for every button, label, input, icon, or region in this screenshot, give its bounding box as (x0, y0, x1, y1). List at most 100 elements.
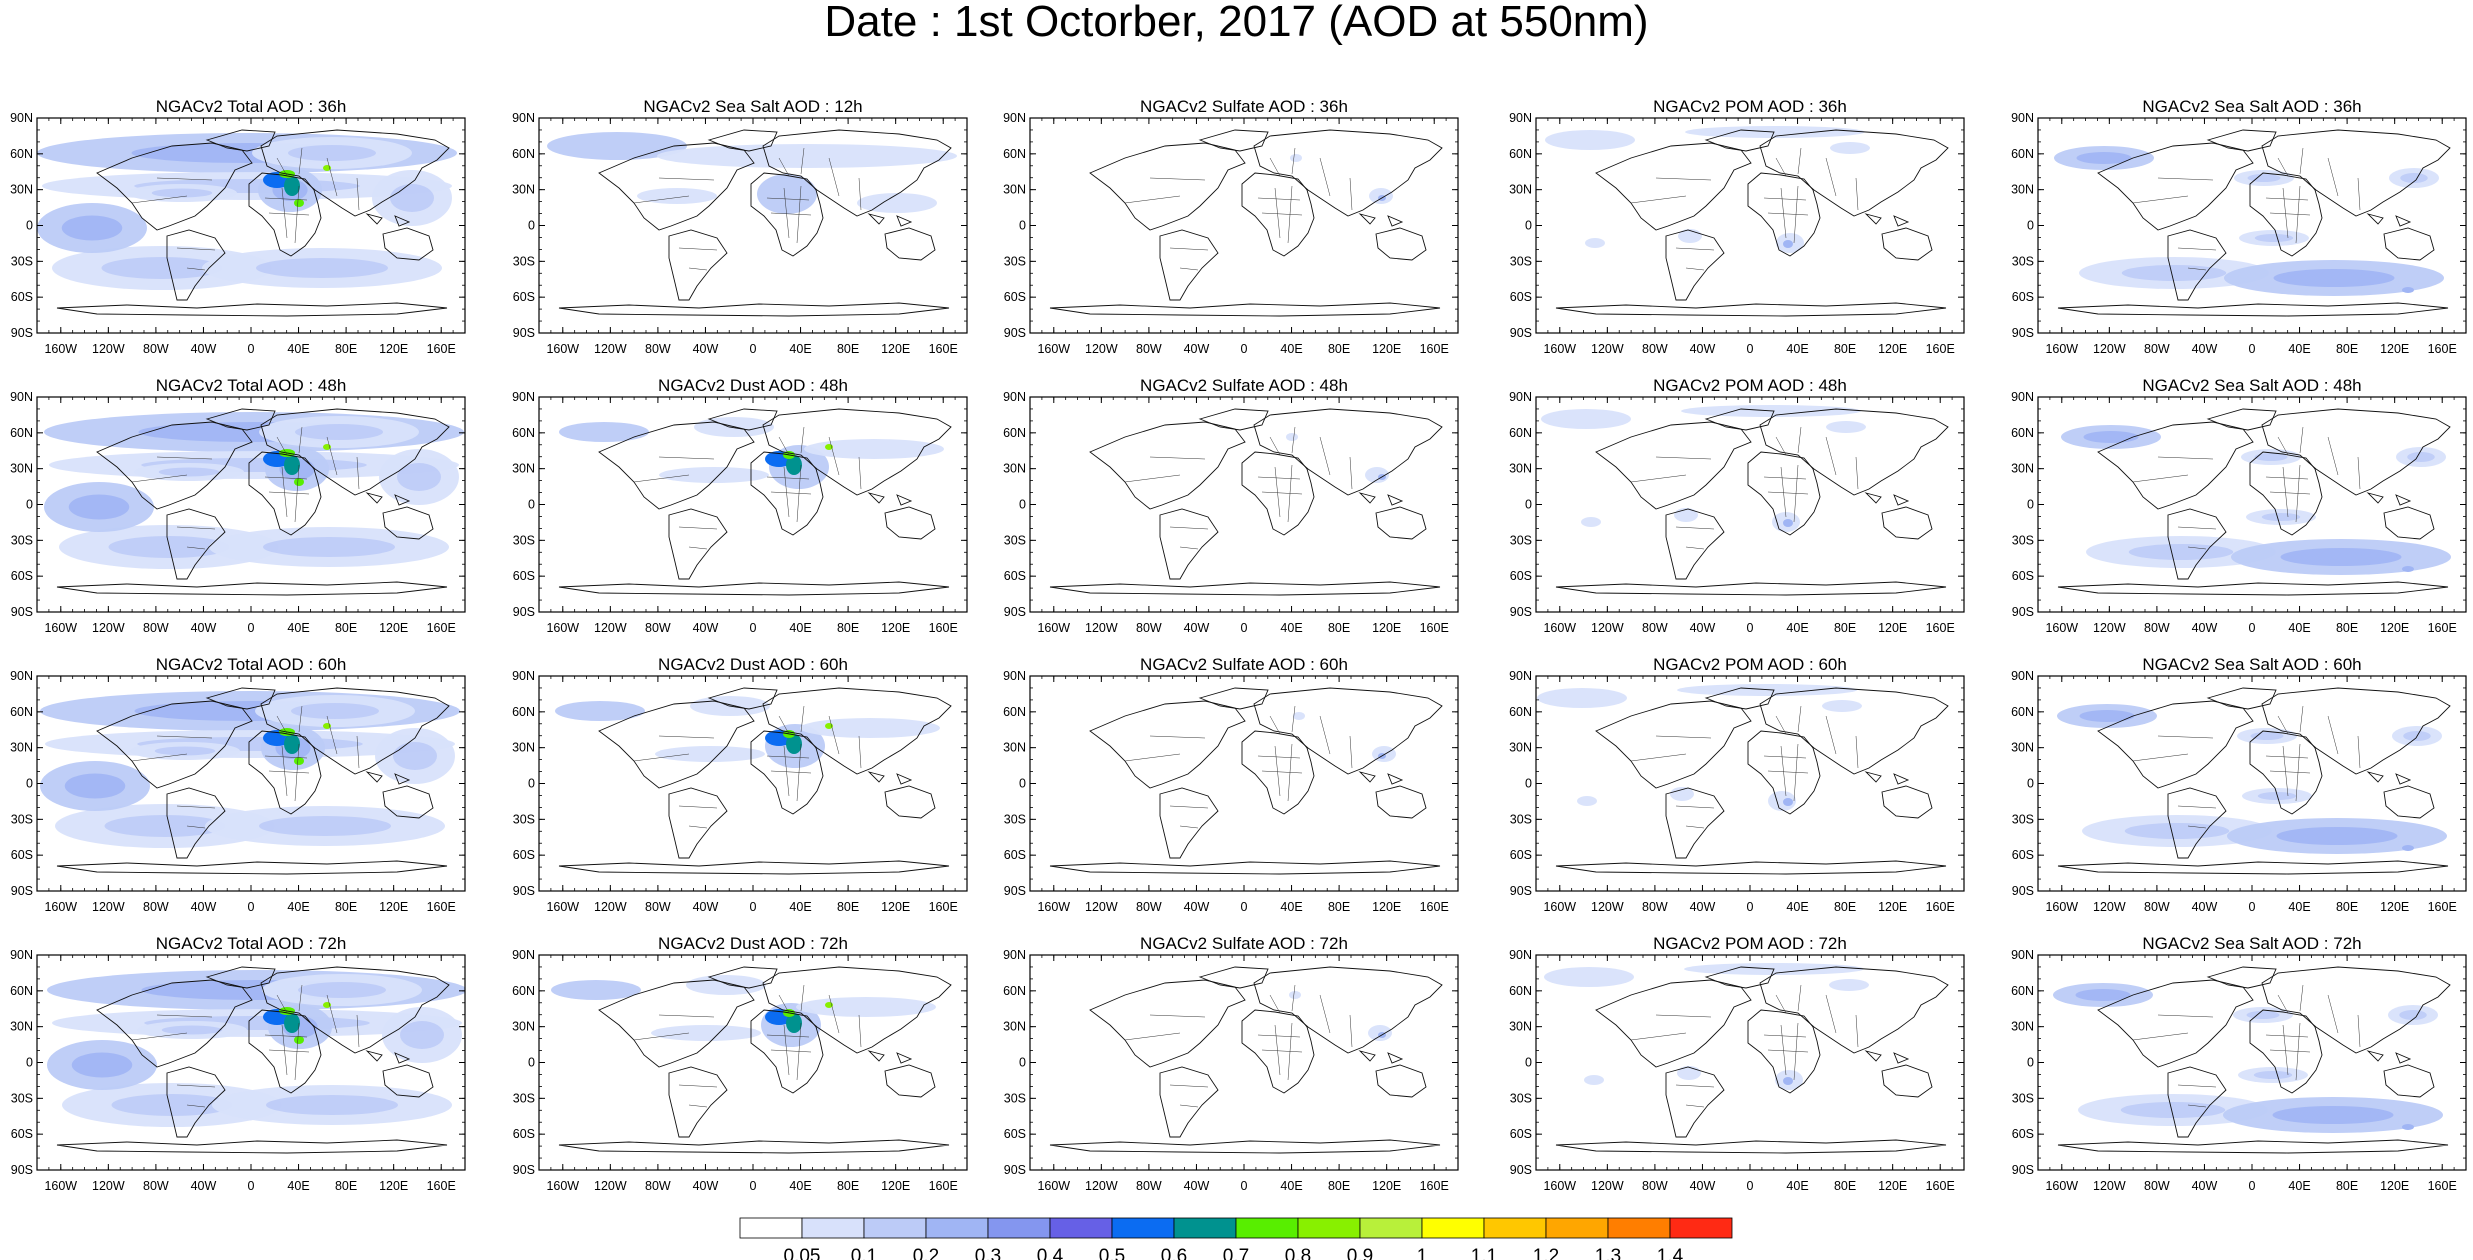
lon-label: 160W (1543, 900, 1576, 914)
coastlines (1049, 966, 1443, 1154)
lat-label: 90S (1004, 1163, 1026, 1177)
lat-label: 90S (1510, 326, 1532, 340)
lat-label: 0 (2027, 777, 2034, 791)
lon-label: 120W (1085, 621, 1118, 635)
lat-label: 60S (2012, 1127, 2034, 1141)
lon-label: 160W (1543, 621, 1576, 635)
lon-label: 80W (645, 342, 671, 356)
lon-label: 160W (546, 621, 579, 635)
colorbar-label: 0.3 (975, 1246, 1001, 1260)
lon-label: 40E (1280, 621, 1302, 635)
lon-label: 80W (1136, 342, 1162, 356)
lon-label: 120E (1372, 900, 1401, 914)
panel-title: NGACv2 Sea Salt AOD : 48h (2142, 376, 2361, 395)
lon-label: 160E (929, 342, 958, 356)
coastlines (2057, 687, 2451, 875)
colorbar-label: 1.4 (1657, 1246, 1684, 1260)
lon-label: 160W (2045, 1179, 2078, 1193)
lon-label: 120W (92, 1179, 125, 1193)
lon-label: 40W (1690, 900, 1716, 914)
coastlines (558, 966, 952, 1154)
map-panel: NGACv2 Total AOD : 36h 90N 60N 30N 0 30S 60S 90… (10, 97, 466, 356)
lat-label: 90N (1003, 111, 1026, 125)
coastlines (2057, 966, 2451, 1154)
panel-title: NGACv2 Sulfate AOD : 72h (1140, 934, 1348, 953)
lat-label: 30N (1003, 741, 1026, 755)
colorbar: 0.05 0.1 0.2 0.3 0.4 0.5 0.6 0.7 0.8 0.9 1 1.1 1.2 1.… (739, 1217, 1733, 1260)
colorbar-swatch (1545, 1217, 1609, 1239)
lat-label: 30N (10, 741, 33, 755)
lat-label: 30S (2012, 812, 2034, 826)
lat-label: 30N (512, 1020, 535, 1034)
lat-label: 0 (26, 498, 33, 512)
lat-label: 60N (1509, 705, 1532, 719)
map-panel: NGACv2 Sea Salt AOD : 48h 90N 60N 30N 0 30S 60… (2011, 376, 2467, 635)
lon-label: 80E (837, 621, 859, 635)
lon-label: 0 (248, 342, 255, 356)
coastlines (1555, 687, 1949, 875)
lon-label: 40E (287, 342, 309, 356)
aod-field (1536, 118, 1964, 333)
lon-label: 80E (1834, 1179, 1856, 1193)
lat-label: 60N (1509, 147, 1532, 161)
lat-label: 30S (513, 812, 535, 826)
colorbar-swatch (925, 1217, 989, 1239)
map-panel: NGACv2 Sulfate AOD : 72h 90N 60N 30N 0 30S 60S… (1003, 934, 1459, 1193)
coastlines (1049, 408, 1443, 596)
lat-label: 90S (1510, 1163, 1532, 1177)
map-panel: NGACv2 Total AOD : 48h 90N 60N 30N 0 30S 60S 90… (10, 376, 466, 635)
colorbar-label: 0.5 (1099, 1246, 1125, 1260)
panel-title: NGACv2 Total AOD : 60h (156, 655, 347, 674)
colorbar-swatch (739, 1217, 803, 1239)
lat-label: 30S (1004, 533, 1026, 547)
lon-label: 80E (837, 1179, 859, 1193)
lat-label: 0 (26, 219, 33, 233)
lat-label: 90S (1004, 326, 1026, 340)
lon-label: 120W (1591, 900, 1624, 914)
lat-label: 0 (528, 1056, 535, 1070)
lon-label: 40W (191, 900, 217, 914)
panel-title: NGACv2 Sea Salt AOD : 12h (643, 97, 862, 116)
aod-field (1030, 397, 1458, 612)
panel-title: NGACv2 Total AOD : 48h (156, 376, 347, 395)
map-panel: NGACv2 Sea Salt AOD : 60h 90N 60N 30N 0 30S 60… (2011, 655, 2467, 914)
lat-label: 90N (10, 669, 33, 683)
lon-label: 40E (789, 1179, 811, 1193)
panel-title: NGACv2 Sulfate AOD : 36h (1140, 97, 1348, 116)
lon-label: 120W (1591, 621, 1624, 635)
lon-label: 0 (1747, 1179, 1754, 1193)
lon-label: 120E (379, 900, 408, 914)
colorbar-label: 0.4 (1037, 1246, 1064, 1260)
lon-label: 40E (1786, 342, 1808, 356)
lat-label: 90S (2012, 884, 2034, 898)
lon-label: 40W (693, 1179, 719, 1193)
lon-label: 120W (92, 342, 125, 356)
lat-label: 30S (1510, 533, 1532, 547)
lon-label: 0 (1747, 900, 1754, 914)
map-panel: NGACv2 POM AOD : 60h 90N 60N 30N 0 30S 60S 90S 1… (1509, 655, 1965, 914)
panel-title: NGACv2 Dust AOD : 72h (658, 934, 848, 953)
colorbar-swatch (1173, 1217, 1237, 1239)
lat-label: 30N (1003, 1020, 1026, 1034)
lon-label: 120W (1085, 1179, 1118, 1193)
lat-label: 90S (1004, 884, 1026, 898)
lon-label: 80E (2336, 621, 2358, 635)
lon-label: 160E (929, 900, 958, 914)
main-title: Date : 1st Octorber, 2017 (AOD at 550nm) (824, 0, 1649, 46)
lon-label: 80E (335, 621, 357, 635)
lat-label: 30N (2011, 462, 2034, 476)
aod-field (539, 955, 967, 1170)
colorbar-label: 0.1 (851, 1246, 877, 1260)
lat-label: 60N (1003, 426, 1026, 440)
lon-label: 120E (1878, 900, 1907, 914)
panel-title: NGACv2 POM AOD : 36h (1653, 97, 1847, 116)
lon-label: 0 (750, 621, 757, 635)
map-panel: NGACv2 Sea Salt AOD : 12h 90N 60N 30N 0 30S 60… (512, 97, 968, 356)
lat-label: 0 (26, 777, 33, 791)
lat-label: 60N (1003, 147, 1026, 161)
lat-label: 30N (2011, 183, 2034, 197)
lon-label: 0 (1747, 621, 1754, 635)
panel-title: NGACv2 Dust AOD : 48h (658, 376, 848, 395)
lon-label: 40E (1280, 1179, 1302, 1193)
lat-label: 60N (2011, 705, 2034, 719)
